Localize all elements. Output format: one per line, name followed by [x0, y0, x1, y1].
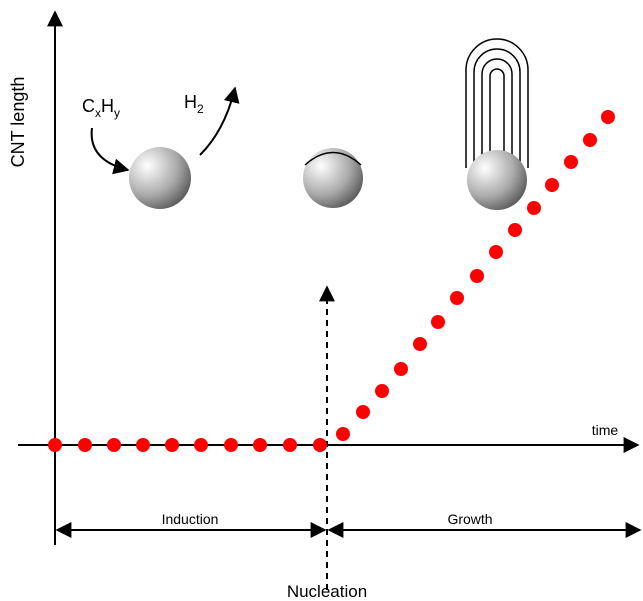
- nucleation-label: Nucleation: [287, 582, 367, 601]
- y-axis-label: CNT length: [8, 77, 28, 168]
- phase-label: Growth: [447, 511, 492, 527]
- x-axis-label: time: [592, 422, 619, 438]
- reactant-formula: CxHy: [82, 96, 120, 120]
- reactant-arrow: [92, 128, 128, 170]
- product-formula: H2: [184, 92, 204, 116]
- diagram: CNT length time Nucleation Induction Gro…: [0, 0, 643, 601]
- formula-sub: 2: [197, 102, 204, 116]
- phase-label: Induction: [162, 511, 219, 527]
- product-arrow: [200, 88, 235, 155]
- nanotube: [466, 39, 528, 168]
- formula-text: C: [82, 96, 95, 116]
- formula-sub: y: [114, 106, 120, 120]
- catalyst-particle: [129, 147, 191, 209]
- catalyst-particle: [467, 150, 527, 210]
- catalyst-particle: [303, 148, 363, 208]
- formula-text: H: [184, 92, 197, 112]
- formula-text: H: [101, 96, 114, 116]
